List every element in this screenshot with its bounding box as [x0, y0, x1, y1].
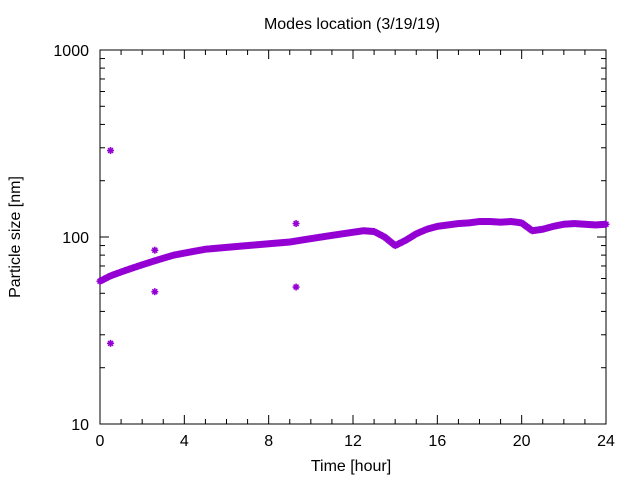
data-points — [96, 147, 610, 347]
data-point — [292, 220, 300, 228]
data-point — [602, 220, 610, 228]
data-point — [151, 288, 159, 296]
data-point — [151, 246, 159, 254]
x-tick-label: 16 — [428, 433, 446, 450]
y-tick-label: 1000 — [53, 43, 89, 60]
x-tick-label: 20 — [513, 433, 531, 450]
data-point — [292, 283, 300, 291]
y-tick-label: 10 — [71, 417, 89, 434]
x-tick-label: 0 — [96, 433, 105, 450]
x-tick-label: 8 — [264, 433, 273, 450]
x-axis-label: Time [hour] — [311, 458, 391, 475]
x-tick-label: 24 — [597, 433, 615, 450]
y-tick-label: 100 — [62, 230, 89, 247]
chart-title: Modes location (3/19/19) — [264, 16, 440, 33]
x-tick-label: 4 — [180, 433, 189, 450]
axis-ticks: 0 4 8 12 16 20 24 10 100 1000 — [53, 43, 615, 450]
data-point — [107, 147, 115, 155]
y-axis-label: Particle size [nm] — [7, 176, 24, 298]
x-tick-label: 12 — [344, 433, 362, 450]
data-point — [107, 339, 115, 347]
